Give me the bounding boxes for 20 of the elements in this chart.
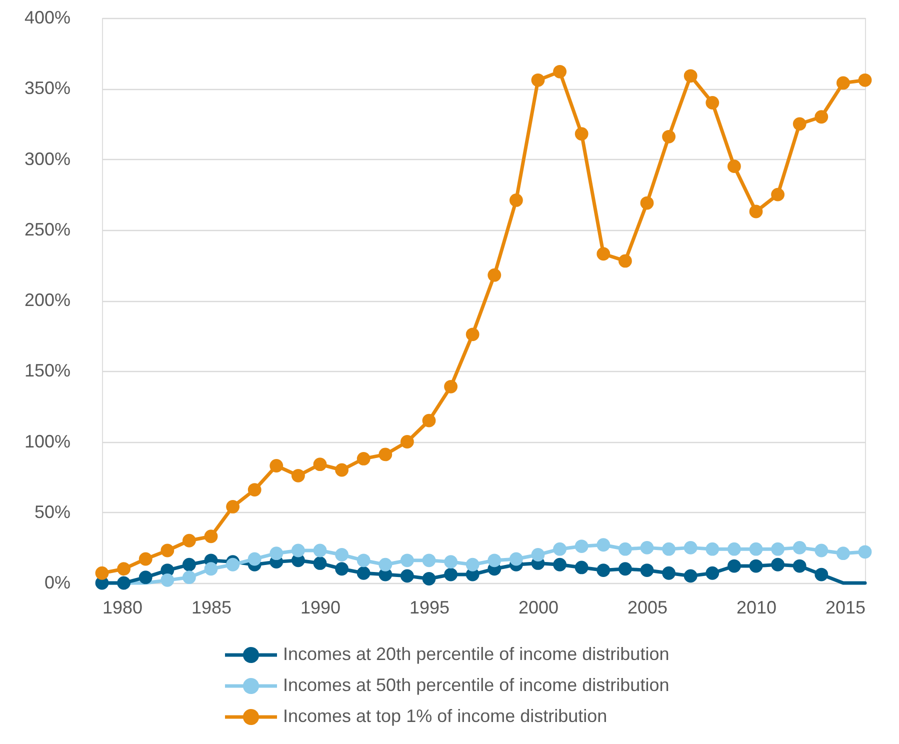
y-tick-label: 300% bbox=[24, 148, 70, 169]
y-tick-label: 100% bbox=[24, 431, 70, 452]
y-tick-label: 150% bbox=[24, 360, 70, 381]
x-tick-label: 1980 bbox=[102, 598, 143, 618]
x-tick-label: 2000 bbox=[518, 598, 559, 618]
x-tick-label: 1990 bbox=[300, 598, 341, 618]
legend-label: Incomes at 50th percentile of income distribution bbox=[283, 675, 670, 695]
legend-label: Incomes at top 1% of income distribution bbox=[283, 706, 608, 726]
y-tick-label: 0% bbox=[44, 572, 70, 592]
y-tick-label: 50% bbox=[34, 502, 70, 522]
legend-label: Incomes at 20th percentile of income distribution bbox=[283, 644, 670, 664]
y-tick-label: 200% bbox=[24, 290, 70, 310]
x-tick-label: 1985 bbox=[191, 598, 232, 618]
x-tick-label: 2010 bbox=[736, 598, 777, 618]
y-tick-label: 350% bbox=[24, 78, 70, 98]
x-tick-label: 2005 bbox=[627, 598, 668, 618]
y-tick-label: 400% bbox=[24, 8, 70, 28]
x-tick-label: 1995 bbox=[409, 598, 450, 618]
x-tick-label: 2015 bbox=[825, 598, 866, 618]
y-tick-label: 250% bbox=[24, 219, 70, 240]
